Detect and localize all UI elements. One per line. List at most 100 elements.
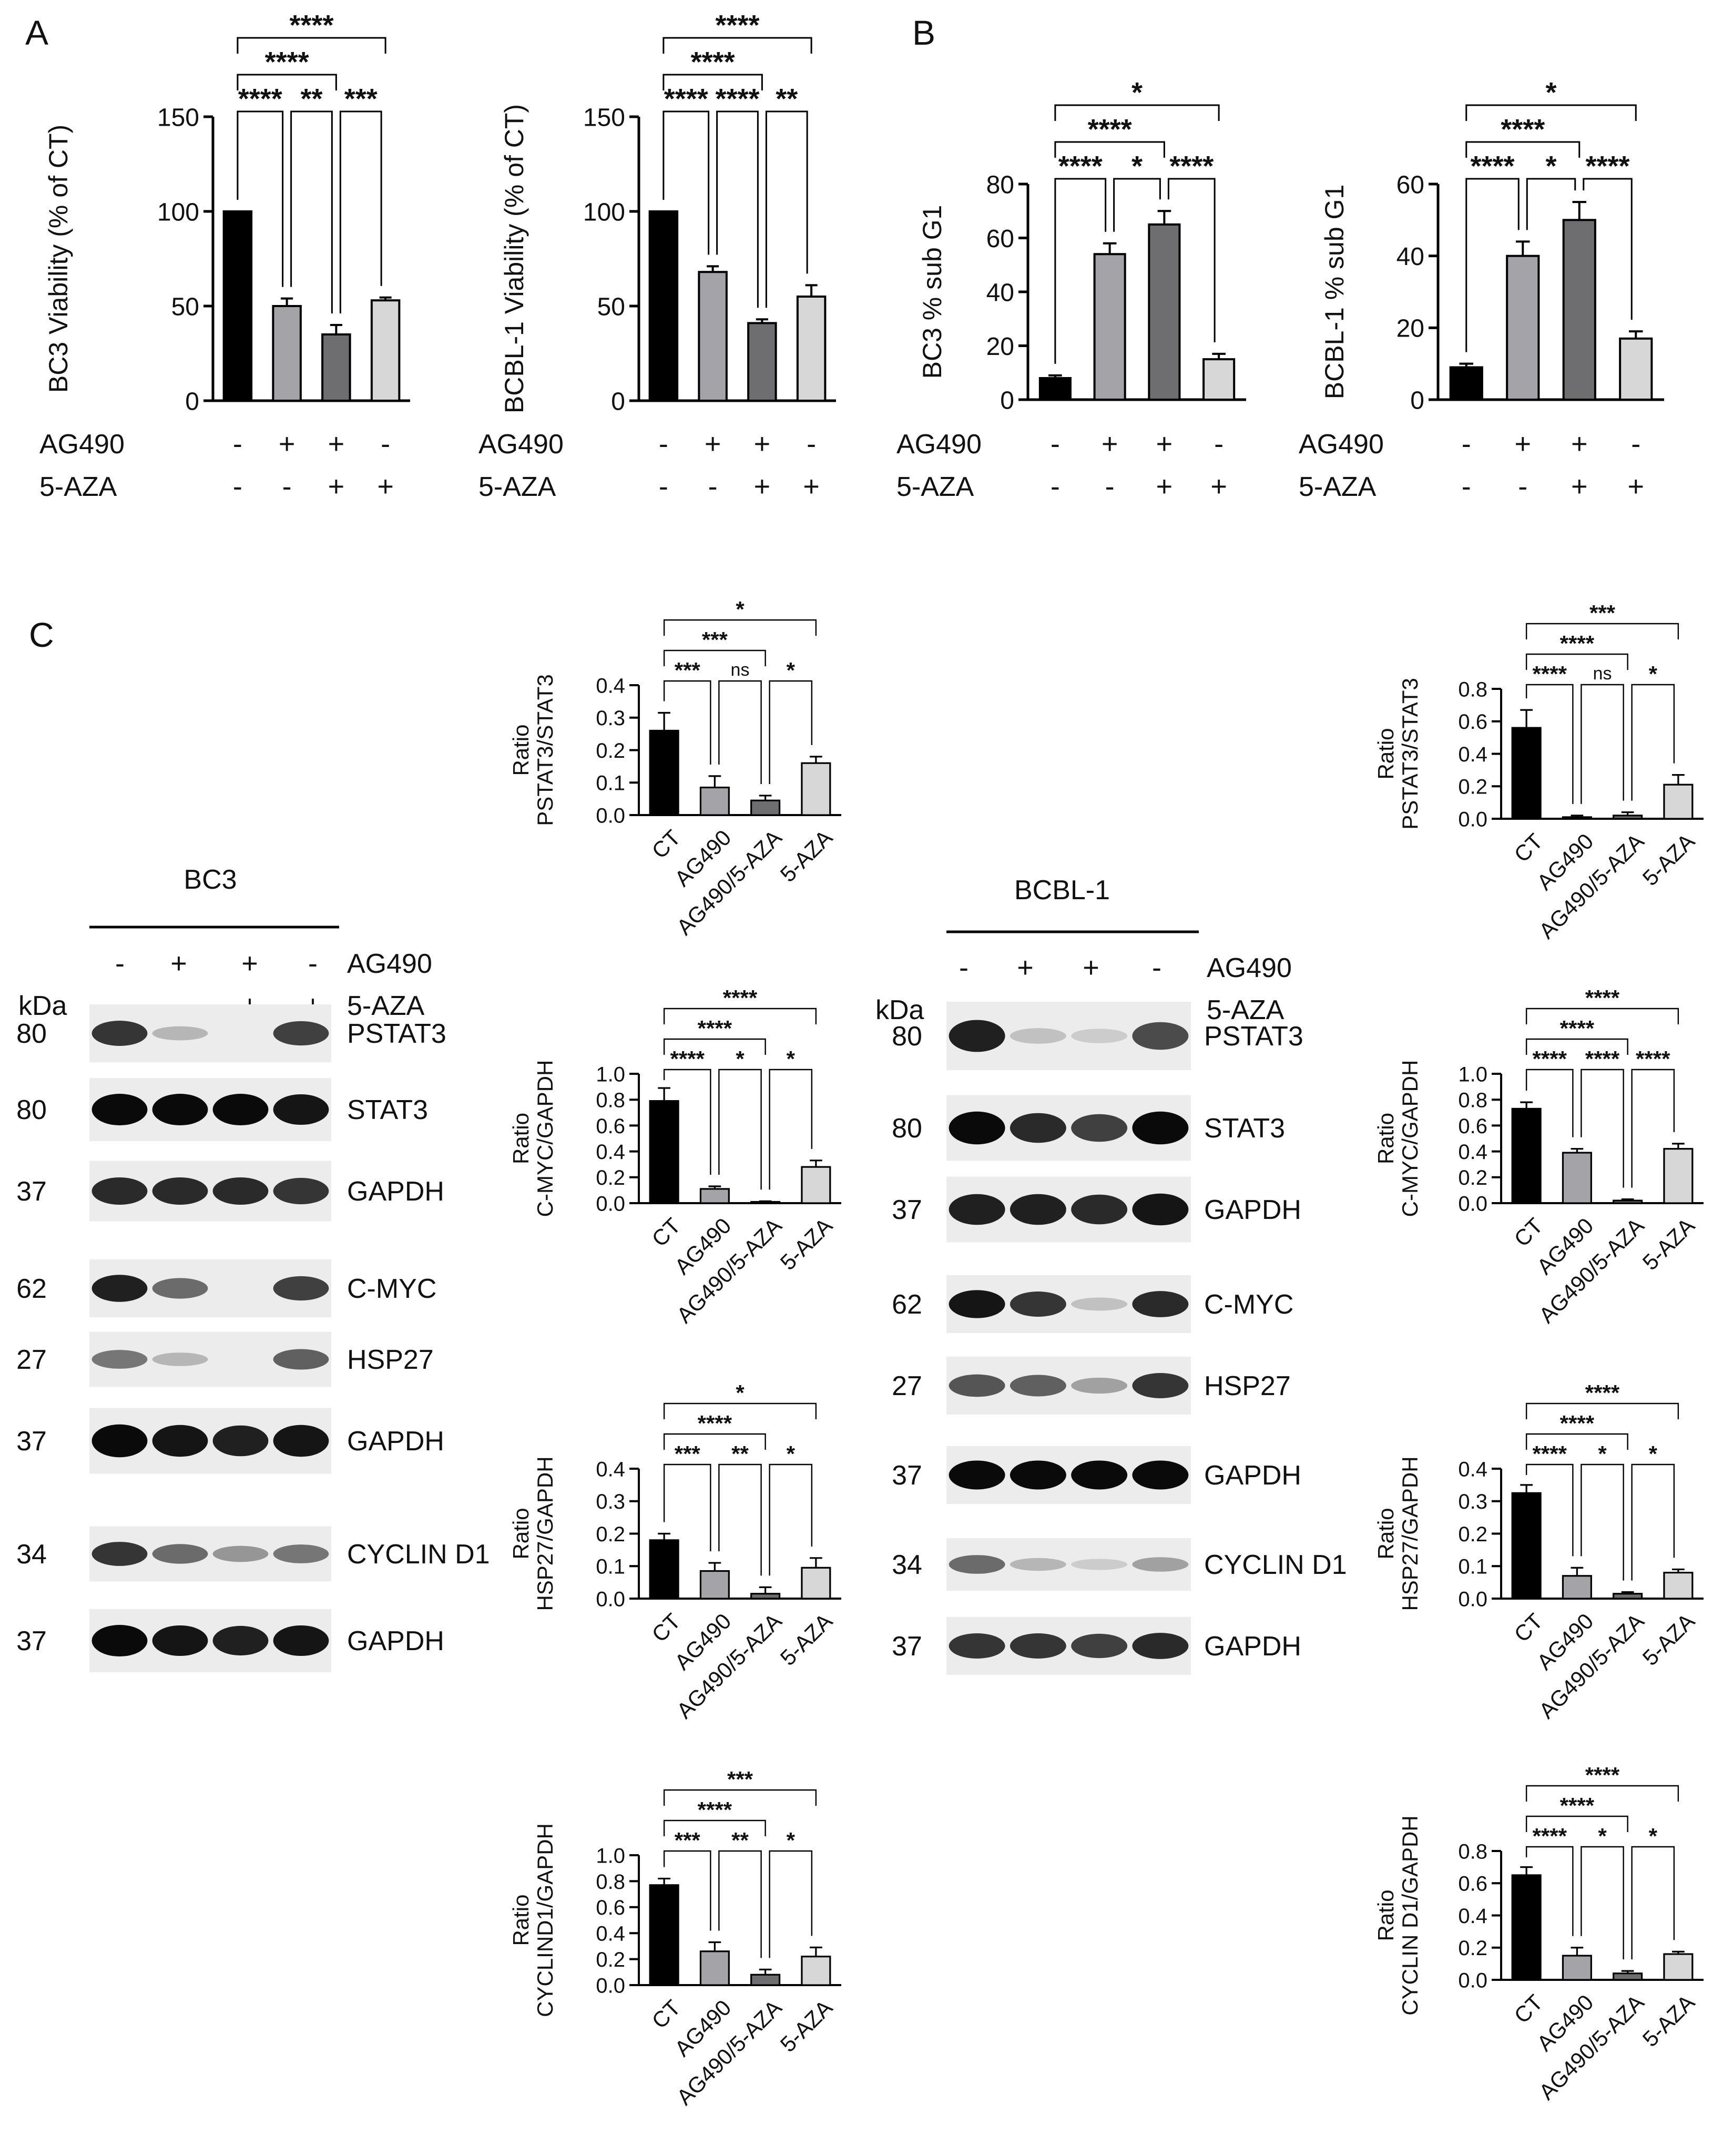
western-blot-bc3-blot: BC3AG4905-AZAkDa-++---++80PSTAT380STAT33… [16,865,490,1672]
significance-label: **** [1533,1441,1567,1466]
significance-bracket [1526,178,1576,230]
significance-label: **** [715,83,759,115]
blot-band [949,1460,1005,1490]
treatment-label-ag490: AG490 [478,429,564,460]
significance-bracket [663,1402,817,1419]
blot-band [1010,1028,1066,1044]
treatment-sign: - [1214,428,1224,460]
treatment-sign: - [1051,428,1060,460]
bar [1038,377,1072,401]
significance-bracket [1525,1008,1679,1024]
bar [699,1188,730,1204]
blot-band [152,1094,208,1125]
blot-band [1132,1557,1189,1572]
significance-bracket [662,110,710,255]
blot-row-gapdh: 37 GAPDH [892,1446,1301,1504]
bar [1613,1593,1643,1600]
blot-band [949,1290,1005,1318]
blot-band [1071,1114,1128,1142]
protein-name: C-MYC [1204,1289,1293,1320]
y-tick-label: 0.0 [596,1588,625,1611]
significance-bracket [663,1433,766,1450]
x-tick-label: CT [1509,1213,1547,1252]
treatment-label-aza: 5-AZA [347,991,425,1021]
blot-band [91,1094,148,1125]
x-tick-label: 5-AZA [1638,1213,1699,1275]
significance-bracket [1583,178,1633,320]
treatment-sign: + [170,948,187,979]
significance-label: * [736,1046,745,1071]
blot-band [949,1020,1005,1052]
x-tick-label: CT [1509,1609,1547,1647]
y-tick-label: 0.0 [1458,808,1487,831]
significance-label: **** [1533,1046,1567,1071]
bar [747,322,777,402]
significance-bracket [1631,1846,1675,1960]
y-axis-label: Ratio [1373,1113,1398,1164]
significance-label: *** [675,1441,701,1466]
significance-bracket [769,1069,813,1190]
treatment-sign: - [233,471,242,502]
significance-bracket [237,110,284,287]
molecular-weight: 80 [892,1021,922,1052]
y-tick-label: 0.8 [1458,1089,1487,1112]
significance-bracket [718,1069,762,1190]
y-tick-label: 20 [1396,315,1424,343]
blot-row-gapdh: 37 GAPDH [892,1617,1301,1675]
blot-row-stat3: 80 STAT3 [16,1078,428,1141]
y-tick-label: 0.2 [1458,1523,1487,1546]
significance-bracket [769,1850,813,1958]
y-axis-label: CYCLIN D1/GAPDH [1398,1815,1422,2015]
blot-band [152,1177,208,1205]
significance-label: *** [675,658,701,683]
blot-band [949,1374,1005,1397]
significance-label: * [787,1441,796,1466]
treatment-sign: + [1083,952,1099,983]
blot-band [91,1177,148,1205]
y-tick-label: 80 [986,171,1014,199]
y-tick-label: 0.3 [596,707,625,730]
y-tick-label: 0.2 [596,1948,625,1971]
significance-label: **** [1560,1411,1595,1436]
significance-label: **** [1585,1380,1620,1405]
significance-label: * [787,658,796,683]
blot-layer: BC3 AG490 5-AZA kDa - + + - - - + +80 PSTAT3 80 STAT3 3… [16,865,1347,1675]
y-axis-label: C-MYC/GAPDH [533,1060,557,1217]
molecular-weight: 62 [16,1274,47,1304]
bar [321,333,351,402]
y-tick-label: 0.2 [1458,776,1487,799]
blot-band [1132,1460,1189,1490]
bar [1148,223,1181,401]
y-tick-label: 0 [1410,387,1424,414]
protein-name: GAPDH [1204,1460,1301,1491]
protein-name: GAPDH [347,1426,444,1457]
treatment-sign: + [1571,471,1588,502]
x-tick-label: 5-AZA [1638,829,1699,890]
blot-band [1010,1113,1066,1143]
treatment-sign: - [659,428,668,460]
significance-label: **** [1585,1046,1620,1071]
y-tick-label: 0.6 [1458,1115,1487,1138]
blot-band [91,1625,148,1656]
blot-band [212,1177,269,1205]
significance-bracket [1525,1463,1574,1557]
treatment-sign: + [1627,471,1644,502]
treatment-sign: - [807,428,816,460]
bar [1202,358,1236,401]
bar [1663,784,1694,820]
y-tick-label: 0.2 [1458,1937,1487,1960]
bar [801,762,831,816]
bar [370,299,401,402]
molecular-weight: 34 [892,1550,922,1580]
bar [796,296,827,402]
significance-bracket [663,680,711,765]
significance-bracket [1525,684,1574,804]
bar [750,1593,781,1600]
significance-bracket [339,110,382,313]
significance-bracket [663,1069,711,1175]
y-tick-label: 0.4 [596,1141,625,1164]
treatment-sign: - [308,948,318,979]
y-tick-label: 0.4 [596,1458,625,1481]
molecular-weight: 37 [892,1460,922,1491]
